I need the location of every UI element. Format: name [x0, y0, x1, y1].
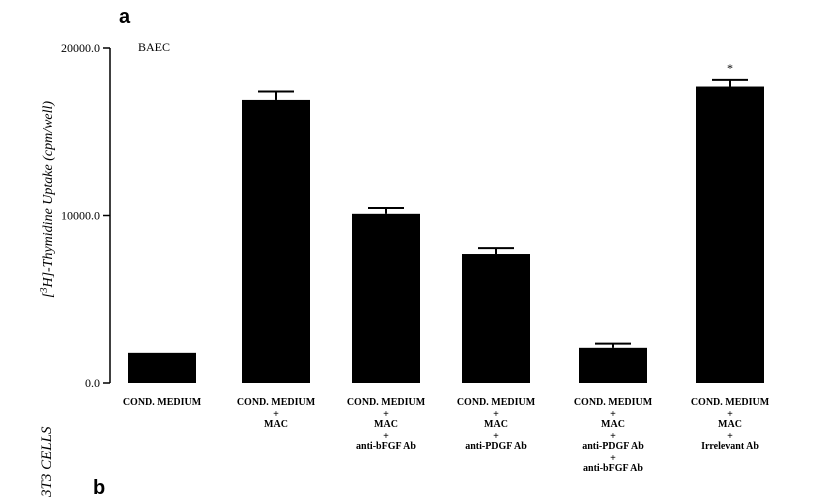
bar — [128, 352, 196, 383]
x-tick-label: anti-PDGF Ab — [465, 441, 527, 452]
x-tick-label-plus: + — [493, 431, 499, 442]
panel-b-letter: b — [93, 477, 105, 497]
x-tick-label: COND. MEDIUM — [237, 397, 316, 408]
x-tick-label-plus: + — [610, 431, 616, 442]
x-tick-label-plus: + — [610, 409, 616, 420]
y-axis-label-text: H]-Thymidine Uptake (cpm/well) — [41, 101, 56, 289]
y-axis-label-prefix: [ — [41, 292, 56, 298]
x-tick-label: MAC — [484, 419, 508, 430]
x-tick-label: COND. MEDIUM — [691, 397, 770, 408]
x-tick-label-plus: + — [727, 409, 733, 420]
bars-group: * — [128, 61, 764, 384]
y-axis-label: [3H]-Thymidine Uptake (cpm/well) — [39, 101, 56, 298]
bar — [462, 254, 530, 383]
significance-marker: * — [727, 61, 733, 75]
side-label: 3T3 CELLS — [39, 426, 55, 497]
bar — [242, 99, 310, 384]
bar — [696, 86, 764, 384]
x-tick-label-plus: + — [383, 431, 389, 442]
x-tick-label: anti-PDGF Ab — [582, 441, 644, 452]
y-axis: 0.0 10000.0 20000.0 — [61, 41, 111, 390]
x-tick-label: anti-bFGF Ab — [356, 441, 416, 452]
x-tick-label: COND. MEDIUM — [347, 397, 426, 408]
y-axis-label-sup: 3 — [39, 288, 50, 294]
x-tick-label: MAC — [718, 419, 742, 430]
x-tick-label: MAC — [264, 419, 288, 430]
y-tick-label: 0.0 — [85, 376, 100, 390]
x-tick-label: Irrelevant Ab — [701, 441, 759, 452]
x-tick-label: MAC — [601, 419, 625, 430]
bar — [352, 213, 420, 383]
bar — [579, 347, 647, 383]
x-tick-label-plus: + — [273, 409, 279, 420]
x-tick-label: COND. MEDIUM — [457, 397, 536, 408]
x-tick-label: COND. MEDIUM — [574, 397, 653, 408]
x-tick-label-plus: + — [610, 453, 616, 464]
x-tick-label-plus: + — [493, 409, 499, 420]
x-tick-label-plus: + — [383, 409, 389, 420]
x-tick-label: MAC — [374, 419, 398, 430]
x-tick-label-plus: + — [727, 431, 733, 442]
y-tick-label: 20000.0 — [61, 41, 100, 55]
y-tick-label: 10000.0 — [61, 209, 100, 223]
panel-a-letter: a — [119, 6, 131, 28]
x-tick-label: COND. MEDIUM — [123, 397, 202, 408]
chart-title: BAEC — [138, 40, 170, 54]
x-tick-label: anti-bFGF Ab — [583, 463, 643, 474]
